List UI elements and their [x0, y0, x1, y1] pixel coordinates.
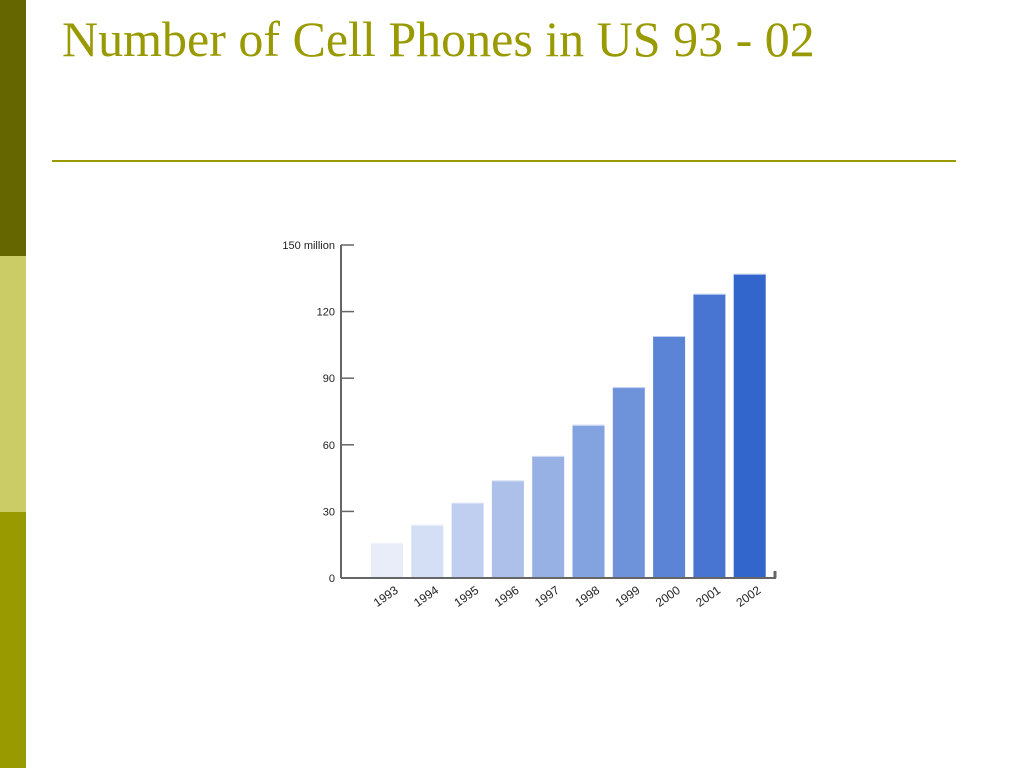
side-band-bottom — [0, 512, 26, 768]
bar-2001 — [693, 293, 726, 577]
y-tick-label: 90 — [323, 373, 335, 385]
x-tick-label: 1995 — [451, 583, 481, 610]
bar-1999 — [612, 387, 645, 577]
bar-1995 — [451, 502, 484, 577]
bar-2002 — [733, 273, 766, 577]
slide-title: Number of Cell Phones in US 93 - 02 — [62, 11, 815, 67]
y-tick-label: 150 million — [282, 240, 335, 252]
x-tick-label: 2002 — [734, 583, 764, 610]
side-band-middle — [0, 256, 26, 512]
x-tick-label: 1998 — [572, 583, 602, 610]
bar-2000 — [653, 336, 686, 577]
x-tick-label: 2001 — [693, 583, 723, 610]
bar-1998 — [572, 424, 605, 577]
x-tick-label: 1993 — [371, 583, 401, 610]
bar-1993 — [371, 542, 403, 577]
bar-1996 — [491, 480, 524, 577]
y-tick-label: 30 — [323, 506, 335, 518]
x-tick-label: 2000 — [653, 583, 683, 610]
y-tick-label: 60 — [323, 440, 335, 452]
x-tick-label: 1996 — [492, 583, 522, 610]
x-tick-label: 1994 — [411, 583, 441, 610]
y-tick-label: 120 — [317, 307, 335, 319]
bar-1994 — [411, 524, 444, 577]
side-band-top — [0, 0, 26, 256]
title-divider — [52, 160, 956, 162]
x-tick-label: 1999 — [613, 583, 643, 610]
bar-chart: 0 30 60 90 120 150 million 1993 1994 1995 1996 199… — [282, 240, 777, 610]
y-tick-label: 0 — [329, 573, 335, 585]
bar-1997 — [532, 455, 565, 577]
x-tick-label: 1997 — [532, 583, 562, 610]
